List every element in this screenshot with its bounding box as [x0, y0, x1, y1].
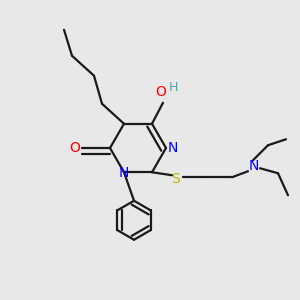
- Text: N: N: [168, 141, 178, 155]
- Text: H: H: [168, 81, 178, 94]
- Text: N: N: [119, 166, 129, 180]
- Text: O: O: [156, 85, 167, 99]
- Text: N: N: [249, 159, 259, 173]
- Text: O: O: [70, 141, 80, 155]
- Text: S: S: [172, 172, 180, 186]
